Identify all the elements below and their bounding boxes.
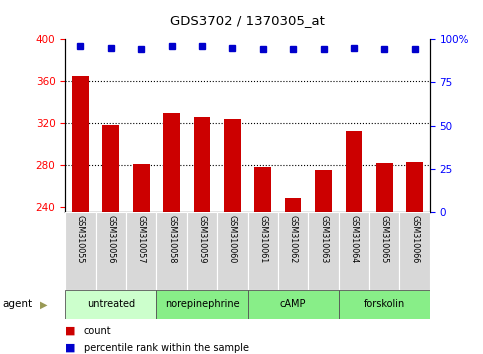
Text: untreated: untreated — [87, 299, 135, 309]
Bar — [163, 113, 180, 212]
Bar — [339, 212, 369, 290]
Bar — [339, 290, 430, 319]
Bar — [156, 290, 248, 319]
Text: GSM310058: GSM310058 — [167, 215, 176, 263]
Text: ■: ■ — [65, 326, 76, 336]
Bar — [187, 212, 217, 290]
Bar — [156, 212, 187, 290]
Bar — [217, 212, 248, 290]
Text: GSM310066: GSM310066 — [410, 215, 419, 263]
Bar — [72, 76, 89, 212]
Text: GSM310065: GSM310065 — [380, 215, 389, 263]
Text: GSM310055: GSM310055 — [76, 215, 85, 263]
Bar — [126, 212, 156, 290]
Bar — [308, 212, 339, 290]
Bar — [376, 163, 393, 212]
Text: agent: agent — [2, 299, 32, 309]
Text: GSM310059: GSM310059 — [198, 215, 206, 263]
Bar — [248, 212, 278, 290]
Bar — [224, 119, 241, 212]
Bar — [194, 117, 210, 212]
Text: GSM310057: GSM310057 — [137, 215, 146, 263]
Bar — [278, 212, 308, 290]
Text: GSM310063: GSM310063 — [319, 215, 328, 263]
Bar — [102, 125, 119, 212]
Bar — [96, 212, 126, 290]
Text: ▶: ▶ — [40, 299, 47, 309]
Bar — [406, 162, 423, 212]
Text: norepinephrine: norepinephrine — [165, 299, 239, 309]
Text: percentile rank within the sample: percentile rank within the sample — [84, 343, 249, 353]
Text: GSM310064: GSM310064 — [349, 215, 358, 263]
Text: GDS3702 / 1370305_at: GDS3702 / 1370305_at — [170, 14, 325, 27]
Text: GSM310060: GSM310060 — [228, 215, 237, 263]
Text: GSM310061: GSM310061 — [258, 215, 267, 263]
Bar — [399, 212, 430, 290]
Bar — [369, 212, 399, 290]
Text: cAMP: cAMP — [280, 299, 306, 309]
Text: ■: ■ — [65, 343, 76, 353]
Bar — [133, 164, 150, 212]
Text: forskolin: forskolin — [364, 299, 405, 309]
Bar — [285, 198, 301, 212]
Bar — [315, 170, 332, 212]
Bar — [65, 212, 96, 290]
Bar — [255, 167, 271, 212]
Bar — [248, 290, 339, 319]
Text: GSM310062: GSM310062 — [289, 215, 298, 263]
Text: count: count — [84, 326, 111, 336]
Bar — [345, 131, 362, 212]
Bar — [65, 290, 156, 319]
Text: GSM310056: GSM310056 — [106, 215, 115, 263]
